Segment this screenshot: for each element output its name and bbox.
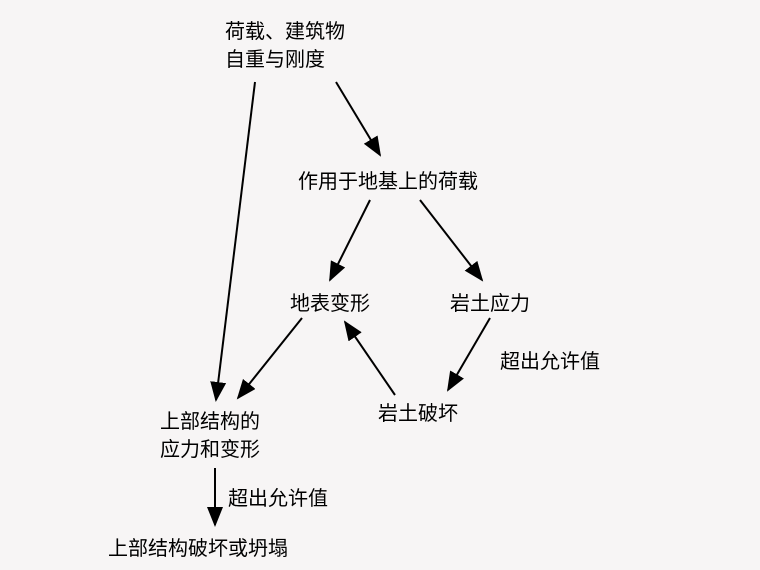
flowchart-node-n1: 荷载、建筑物 自重与刚度: [225, 18, 345, 74]
flowchart-node-n5: 上部结构的 应力和变形: [160, 408, 260, 464]
flowchart-node-n6: 岩土破坏: [378, 400, 458, 428]
flowchart-edge-n6-n3: [345, 322, 395, 395]
flowchart-arrows: [0, 0, 760, 570]
flowchart-edge-n4-n6: [448, 318, 490, 390]
flowchart-node-n4: 岩土应力: [450, 290, 530, 318]
flowchart-node-n7: 上部结构破坏或坍塌: [108, 535, 288, 563]
flowchart-edge-label-n4-n6: 超出允许值: [500, 345, 600, 374]
flowchart-edge-n1-n2: [336, 82, 380, 155]
flowchart-edge-n2-n3: [330, 200, 370, 280]
flowchart-node-n2: 作用于地基上的荷载: [298, 168, 478, 196]
flowchart-edge-label-n5-n7: 超出允许值: [228, 482, 328, 511]
flowchart-node-n3: 地表变形: [290, 290, 370, 318]
flowchart-edge-n3-n5: [238, 318, 302, 398]
flowchart-edge-n1-n5: [216, 82, 255, 400]
flowchart-edge-n2-n4: [420, 200, 482, 280]
